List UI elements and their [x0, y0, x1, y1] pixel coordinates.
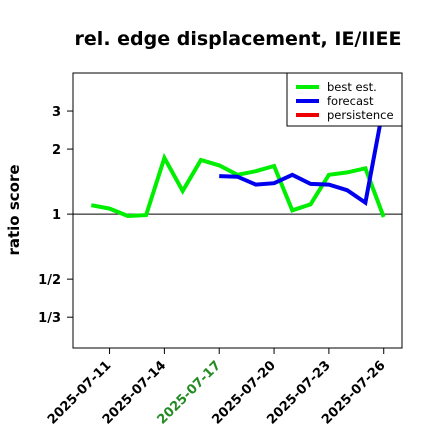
y-tick-label: 1: [52, 208, 61, 223]
legend-label: persistence: [327, 108, 394, 122]
legend-label: forecast: [327, 94, 374, 108]
y-tick-label: 1/3: [38, 311, 61, 326]
y-tick-label: 1/2: [38, 273, 61, 288]
series-line-forecast: [219, 104, 386, 206]
legend-label: best est.: [327, 80, 377, 94]
y-tick-label: 2: [52, 143, 61, 158]
plot-area: [72, 72, 403, 349]
chart-title: rel. edge displacement, IE/IIEE: [75, 28, 402, 50]
y-tick-label: 3: [52, 105, 61, 120]
y-axis-label: ratio score: [5, 164, 23, 255]
